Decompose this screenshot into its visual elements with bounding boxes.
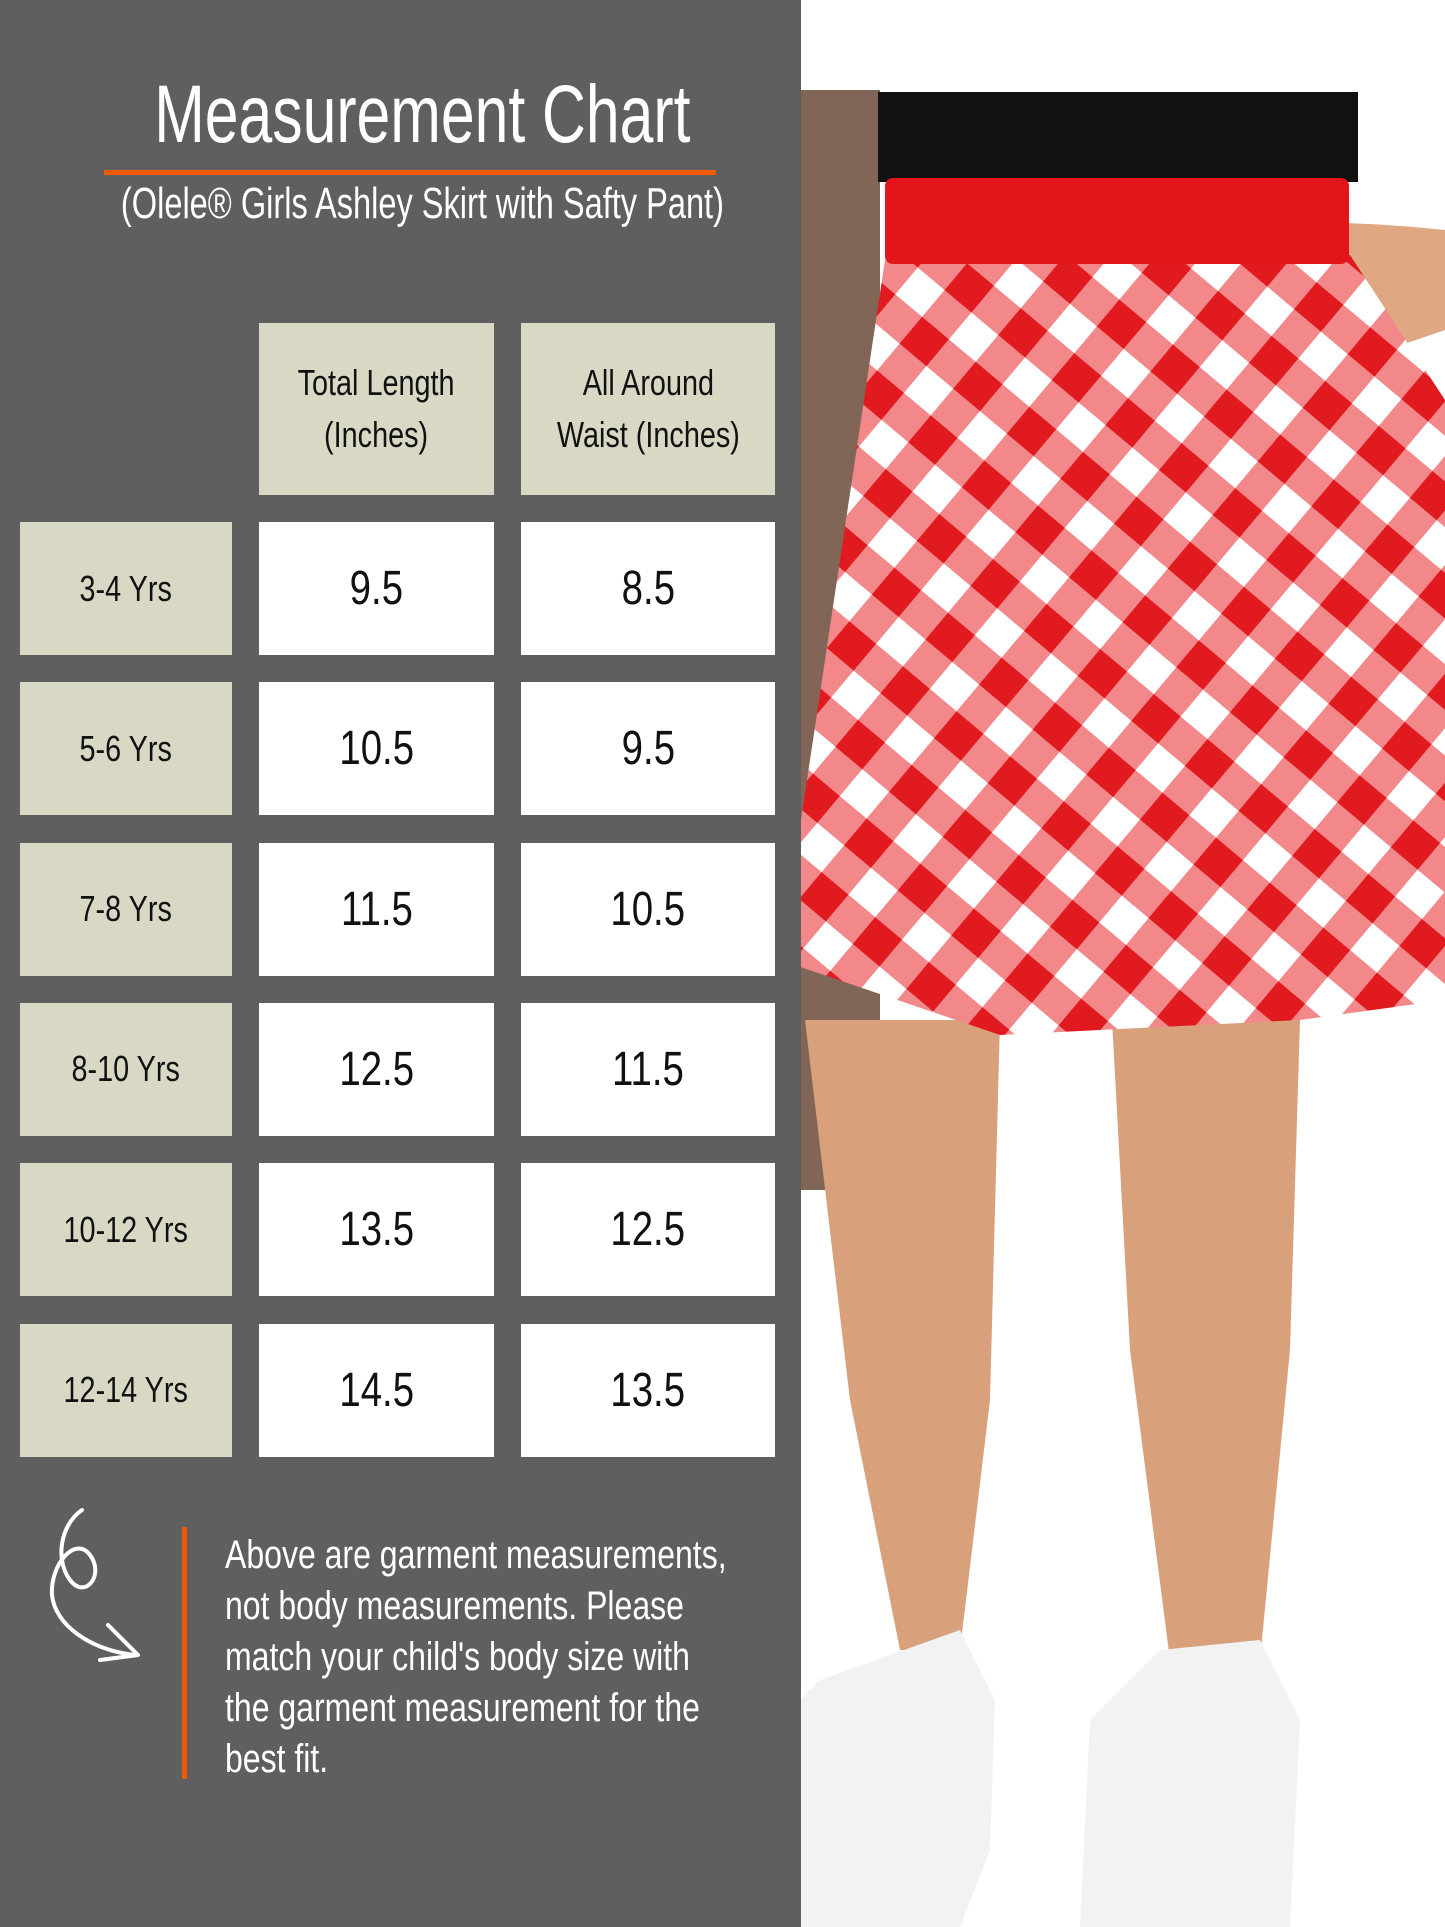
total-length-value: 14.5 [259,1323,494,1457]
total-length-value: 13.5 [259,1163,494,1297]
size-label: 7-8 Yrs [20,842,232,976]
waist-value: 11.5 [521,1002,775,1136]
waist-value: 12.5 [521,1163,775,1297]
size-label: 5-6 Yrs [20,682,232,816]
size-label: 12-14 Yrs [20,1323,232,1457]
header-waist: All Around Waist (Inches) [521,323,775,495]
header-total-length: Total Length (Inches) [259,323,494,495]
page-title: Measurement Chart [154,69,691,160]
total-length-value: 11.5 [259,842,494,976]
size-label: 10-12 Yrs [20,1163,232,1297]
total-length-value: 9.5 [259,522,494,655]
title-underline [104,170,716,175]
note-accent-bar [182,1527,187,1779]
waist-value: 10.5 [521,842,775,976]
product-subtitle: (Olele® Girls Ashley Skirt with Safty Pa… [120,179,725,228]
curved-arrow-icon [49,1508,140,1662]
waist-value: 13.5 [521,1323,775,1457]
fit-note: Above are garment measurements, not body… [225,1533,727,1781]
total-length-value: 12.5 [259,1002,494,1136]
measurement-panel: Measurement Chart (Olele® Girls Ashley S… [0,0,801,1927]
size-label: 3-4 Yrs [20,522,232,655]
total-length-value: 10.5 [259,682,494,816]
size-label: 8-10 Yrs [20,1002,232,1136]
waist-value: 8.5 [521,522,775,655]
waist-value: 9.5 [521,682,775,816]
